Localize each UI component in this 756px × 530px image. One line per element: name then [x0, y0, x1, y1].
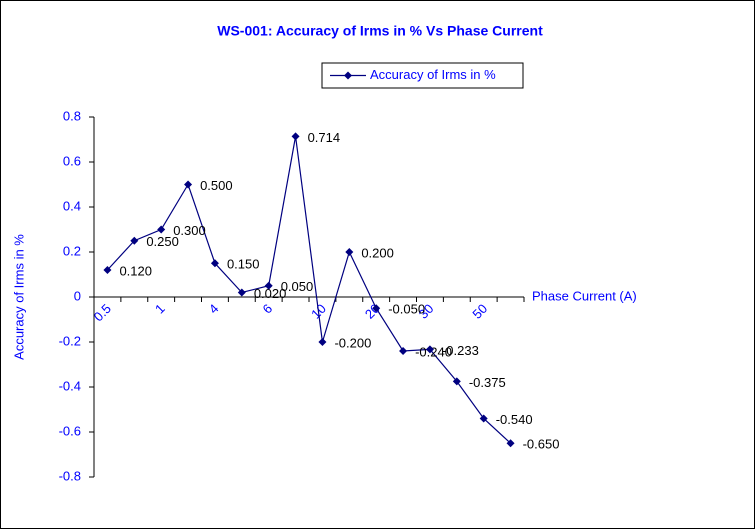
data-label: -0.375 [469, 375, 506, 390]
data-label: 0.500 [200, 178, 233, 193]
data-label: -0.200 [334, 335, 371, 350]
y-tick-label: 0.8 [63, 108, 81, 123]
data-label: 0.714 [308, 130, 341, 145]
data-point [210, 259, 219, 268]
data-label: 0.020 [254, 286, 287, 301]
data-label: -0.240 [415, 344, 452, 359]
y-tick-label: -0.4 [59, 378, 81, 393]
data-point [425, 345, 434, 354]
data-label: -0.650 [523, 437, 560, 452]
data-point [479, 414, 488, 423]
data-point [506, 439, 515, 448]
data-point [157, 225, 166, 234]
data-label: -0.050 [388, 302, 425, 317]
data-label: -0.540 [496, 412, 533, 427]
y-axis-label: Accuracy of Irms in % [11, 234, 26, 360]
y-tick-label: 0.4 [63, 198, 81, 213]
data-point [452, 377, 461, 386]
data-label: -0.233 [442, 343, 479, 358]
data-label: 0.300 [173, 223, 206, 238]
data-point [291, 132, 300, 141]
data-point [345, 248, 354, 256]
legend-marker [344, 71, 352, 80]
legend-label: Accuracy of Irms in % [370, 67, 496, 82]
data-point [372, 304, 381, 313]
data-point [237, 288, 246, 297]
data-label: 0.250 [146, 234, 179, 249]
data-label: 0.120 [119, 263, 152, 278]
y-tick-label: 0.2 [63, 243, 81, 258]
chart-title: WS-001: Accuracy of Irms in % Vs Phase C… [217, 23, 543, 39]
data-point [399, 347, 408, 355]
y-tick-label: 0.6 [63, 153, 81, 168]
data-label: 0.150 [227, 257, 260, 272]
data-label: 0.200 [361, 245, 394, 260]
data-point [184, 180, 193, 189]
data-point [264, 281, 273, 290]
series-line [106, 136, 511, 444]
y-tick-label: 0 [74, 288, 81, 303]
y-tick-label: -0.8 [59, 468, 81, 483]
data-point [130, 236, 139, 245]
x-axis-label: Phase Current (A) [532, 288, 637, 303]
y-tick-label: -0.2 [59, 333, 81, 348]
data-point [103, 266, 112, 274]
data-label: 0.050 [281, 279, 314, 294]
y-tick-label: -0.6 [59, 423, 81, 438]
data-point [318, 338, 327, 346]
